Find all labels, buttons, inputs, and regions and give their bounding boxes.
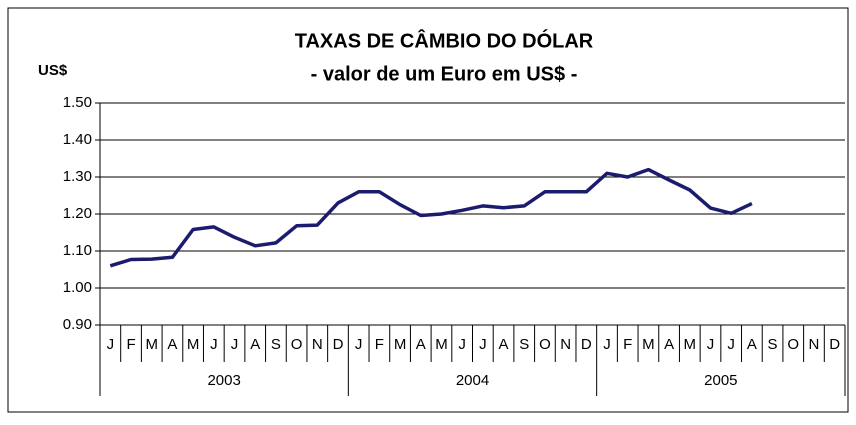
y-tick-label: 1.30 <box>63 168 92 185</box>
y-axis-label: US$ <box>38 62 68 79</box>
y-tick-label: 1.50 <box>63 94 92 111</box>
x-tick-label: O <box>539 336 551 353</box>
x-tick-label: O <box>787 336 799 353</box>
x-tick-label: M <box>435 336 448 353</box>
x-tick-label: A <box>250 336 260 353</box>
x-tick-label: J <box>603 336 611 353</box>
chart-subtitle: - valor de um Euro em US$ - <box>311 63 578 85</box>
x-tick-label: J <box>727 336 735 353</box>
x-tick-label: D <box>581 336 592 353</box>
y-tick-label: 1.40 <box>63 131 92 148</box>
year-label: 2003 <box>207 372 240 389</box>
x-tick-label: A <box>167 336 177 353</box>
x-tick-label: J <box>458 336 466 353</box>
x-tick-label: A <box>416 336 426 353</box>
chart-border <box>7 7 849 413</box>
x-tick-label: D <box>333 336 344 353</box>
x-tick-label: S <box>768 336 778 353</box>
x-tick-label: A <box>499 336 509 353</box>
year-label: 2004 <box>456 372 489 389</box>
y-tick-label: 0.90 <box>63 316 92 333</box>
x-tick-label: S <box>519 336 529 353</box>
x-tick-label: A <box>747 336 757 353</box>
x-tick-label: F <box>126 336 135 353</box>
year-label: 2005 <box>704 372 737 389</box>
x-tick-label: M <box>394 336 407 353</box>
x-tick-label: J <box>479 336 487 353</box>
x-tick-label: M <box>642 336 655 353</box>
x-tick-label: N <box>312 336 323 353</box>
y-tick-label: 1.10 <box>63 242 92 259</box>
x-tick-label: S <box>271 336 281 353</box>
x-tick-label: M <box>684 336 697 353</box>
x-tick-label: M <box>145 336 158 353</box>
chart-title: TAXAS DE CÂMBIO DO DÓLAR <box>295 28 594 52</box>
x-tick-label: F <box>623 336 632 353</box>
x-tick-label: N <box>560 336 571 353</box>
x-tick-label: F <box>375 336 384 353</box>
x-tick-label: J <box>231 336 239 353</box>
x-tick-label: J <box>355 336 363 353</box>
data-line <box>109 167 753 268</box>
x-tick-label: D <box>829 336 840 353</box>
x-tick-label: N <box>809 336 820 353</box>
x-tick-label: J <box>707 336 715 353</box>
y-tick-label: 1.20 <box>63 205 92 222</box>
x-tick-label: A <box>664 336 674 353</box>
x-tick-label: J <box>107 336 115 353</box>
x-tick-label: M <box>187 336 200 353</box>
y-tick-label: 1.00 <box>63 279 92 296</box>
x-tick-label: O <box>291 336 303 353</box>
x-tick-label: J <box>210 336 218 353</box>
